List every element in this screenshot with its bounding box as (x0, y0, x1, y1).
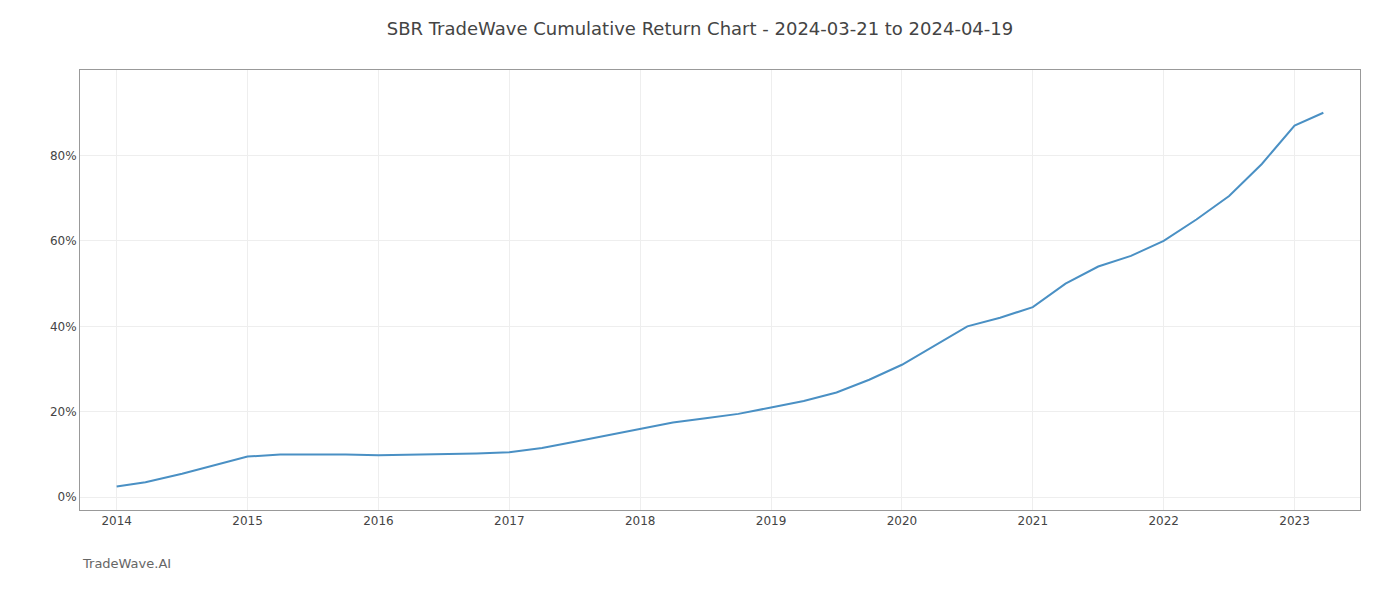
svg-text:80%: 80% (50, 149, 77, 163)
svg-text:TradeWave.AI: TradeWave.AI (82, 556, 171, 571)
svg-text:2014: 2014 (101, 514, 132, 528)
svg-text:60%: 60% (50, 234, 77, 248)
svg-text:2023: 2023 (1279, 514, 1310, 528)
svg-text:2019: 2019 (756, 514, 787, 528)
svg-text:SBR TradeWave Cumulative Retur: SBR TradeWave Cumulative Return Chart - … (387, 18, 1013, 39)
svg-text:2016: 2016 (363, 514, 394, 528)
svg-text:0%: 0% (58, 490, 77, 504)
svg-text:40%: 40% (50, 320, 77, 334)
svg-text:2021: 2021 (1018, 514, 1049, 528)
svg-text:2017: 2017 (494, 514, 525, 528)
svg-text:2022: 2022 (1148, 514, 1179, 528)
svg-text:2020: 2020 (887, 514, 918, 528)
svg-text:20%: 20% (50, 405, 77, 419)
svg-text:2018: 2018 (625, 514, 656, 528)
svg-text:2015: 2015 (232, 514, 263, 528)
